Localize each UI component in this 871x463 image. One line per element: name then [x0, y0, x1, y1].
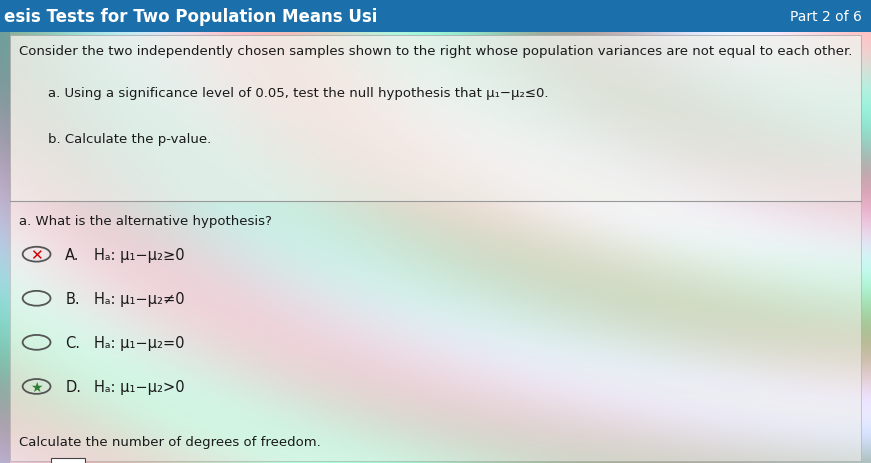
FancyBboxPatch shape [10, 201, 861, 461]
Text: ★: ★ [30, 380, 43, 394]
Text: a. What is the alternative hypothesis?: a. What is the alternative hypothesis? [19, 214, 272, 227]
Text: Consider the two independently chosen samples shown to the right whose populatio: Consider the two independently chosen sa… [19, 45, 853, 58]
Text: C.: C. [65, 335, 80, 350]
Text: b. Calculate the p-value.: b. Calculate the p-value. [48, 133, 211, 146]
FancyBboxPatch shape [10, 36, 861, 201]
Text: D.: D. [65, 379, 81, 394]
Text: Part 2 of 6: Part 2 of 6 [790, 10, 862, 24]
Text: Hₐ: μ₁−μ₂≠0: Hₐ: μ₁−μ₂≠0 [94, 291, 185, 306]
Text: Hₐ: μ₁−μ₂≥0: Hₐ: μ₁−μ₂≥0 [94, 247, 185, 262]
Text: Calculate the number of degrees of freedom.: Calculate the number of degrees of freed… [19, 435, 321, 448]
FancyBboxPatch shape [0, 0, 871, 33]
Text: a. Using a significance level of 0.05, test the null hypothesis that μ₁−μ₂≤0.: a. Using a significance level of 0.05, t… [48, 87, 549, 100]
Text: ✕: ✕ [30, 247, 43, 262]
Text: B.: B. [65, 291, 80, 306]
FancyBboxPatch shape [0, 33, 10, 463]
Text: Hₐ: μ₁−μ₂=0: Hₐ: μ₁−μ₂=0 [94, 335, 185, 350]
Text: A.: A. [65, 247, 80, 262]
Text: esis Tests for Two Population Means Usi: esis Tests for Two Population Means Usi [4, 8, 378, 25]
FancyBboxPatch shape [51, 458, 85, 463]
Text: Hₐ: μ₁−μ₂>0: Hₐ: μ₁−μ₂>0 [94, 379, 185, 394]
